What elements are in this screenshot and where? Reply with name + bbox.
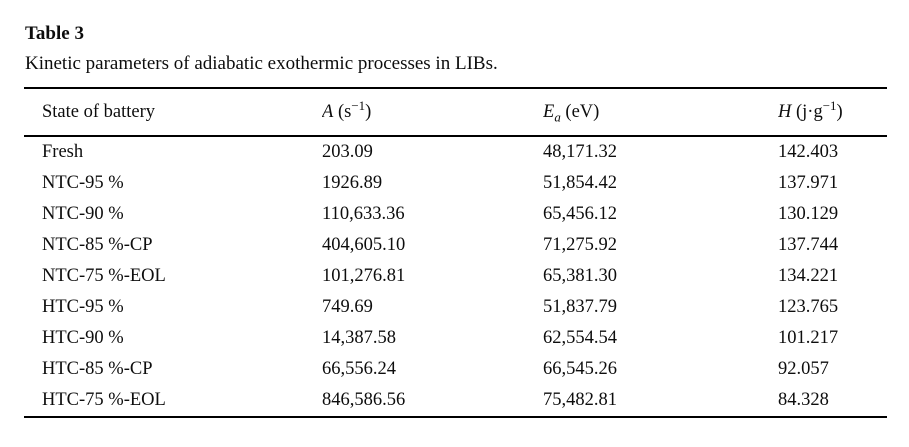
paper-page: Table 3 Kinetic parameters of adiabatic …	[24, 23, 887, 418]
cell-ea-value: 75,482.81	[543, 390, 617, 410]
cell-battery-state: HTC-90 %	[42, 328, 124, 348]
cell-ea-value: 48,171.32	[543, 142, 617, 162]
table-row: HTC-95 % 749.69 51,837.79 123.765	[24, 292, 887, 323]
table-row: HTC-90 % 14,387.58 62,554.54 101.217	[24, 323, 887, 354]
col-header-h: H (j·g−1)	[778, 88, 887, 136]
variable-symbol-a: A	[322, 102, 334, 122]
cell-h-value: 137.971	[778, 173, 839, 193]
cell-a-value: 749.69	[322, 297, 373, 317]
table-row: Fresh 203.09 48,171.32 142.403	[24, 136, 887, 168]
cell-ea-value: 51,837.79	[543, 297, 617, 317]
unit-a-exponent: −1	[351, 97, 366, 113]
cell-h-value: 101.217	[778, 328, 839, 348]
cell-a-value: 101,276.81	[322, 266, 406, 286]
col-header-ea: Ea (eV)	[543, 88, 778, 136]
variable-symbol-h: H	[778, 102, 792, 122]
cell-a-value: 404,605.10	[322, 235, 406, 255]
cell-ea-value: 51,854.42	[543, 173, 617, 193]
cell-battery-state: HTC-75 %-EOL	[42, 390, 166, 410]
cell-a-value: 1926.89	[322, 173, 383, 193]
cell-a-value: 203.09	[322, 142, 373, 162]
cell-a-value: 846,586.56	[322, 390, 406, 410]
unit-a-post: )	[365, 102, 372, 122]
cell-battery-state: HTC-85 %-CP	[42, 359, 153, 379]
kinetic-parameters-table: State of battery A (s−1) Ea (eV) H (j·g−…	[24, 87, 887, 418]
unit-h-pre: (j·g	[791, 102, 823, 122]
table-row: NTC-90 % 110,633.36 65,456.12 130.129	[24, 199, 887, 230]
table-row: NTC-95 % 1926.89 51,854.42 137.971	[24, 168, 887, 199]
col-header-a: A (s−1)	[322, 88, 543, 136]
col-header-state-label: State of battery	[42, 102, 156, 122]
variable-subscript-a: a	[554, 109, 561, 125]
table-row: NTC-85 %-CP 404,605.10 71,275.92 137.744	[24, 230, 887, 261]
table-header: State of battery A (s−1) Ea (eV) H (j·g−…	[24, 88, 887, 136]
unit-h-post: )	[836, 102, 843, 122]
table-row: NTC-75 %-EOL 101,276.81 65,381.30 134.22…	[24, 261, 887, 292]
cell-ea-value: 65,456.12	[543, 204, 617, 224]
cell-h-value: 134.221	[778, 266, 839, 286]
variable-symbol-e: E	[543, 102, 555, 122]
cell-a-value: 110,633.36	[322, 204, 405, 224]
cell-battery-state: NTC-85 %-CP	[42, 235, 153, 255]
cell-ea-value: 71,275.92	[543, 235, 617, 255]
cell-h-value: 137.744	[778, 235, 839, 255]
cell-h-value: 142.403	[778, 142, 839, 162]
cell-battery-state: NTC-75 %-EOL	[42, 266, 166, 286]
col-header-state: State of battery	[24, 88, 322, 136]
table-row: HTC-85 %-CP 66,556.24 66,545.26 92.057	[24, 354, 887, 385]
cell-h-value: 92.057	[778, 359, 829, 379]
cell-h-value: 123.765	[778, 297, 839, 317]
table-row: HTC-75 %-EOL 846,586.56 75,482.81 84.328	[24, 385, 887, 417]
table-header-row: State of battery A (s−1) Ea (eV) H (j·g−…	[24, 88, 887, 136]
cell-battery-state: HTC-95 %	[42, 297, 124, 317]
cell-battery-state: NTC-95 %	[42, 173, 124, 193]
table-label: Table 3	[25, 23, 84, 44]
unit-a-pre: (s	[333, 102, 352, 122]
cell-h-value: 130.129	[778, 204, 839, 224]
table-body: Fresh 203.09 48,171.32 142.403 NTC-95 % …	[24, 136, 887, 417]
cell-a-value: 14,387.58	[322, 328, 396, 348]
unit-ea: (eV)	[560, 102, 600, 122]
unit-h-exponent: −1	[822, 97, 837, 113]
cell-ea-value: 65,381.30	[543, 266, 617, 286]
table-caption: Kinetic parameters of adiabatic exotherm…	[25, 53, 498, 74]
cell-battery-state: NTC-90 %	[42, 204, 124, 224]
cell-ea-value: 66,545.26	[543, 359, 617, 379]
cell-a-value: 66,556.24	[322, 359, 396, 379]
cell-h-value: 84.328	[778, 390, 829, 410]
cell-battery-state: Fresh	[42, 142, 84, 162]
cell-ea-value: 62,554.54	[543, 328, 617, 348]
